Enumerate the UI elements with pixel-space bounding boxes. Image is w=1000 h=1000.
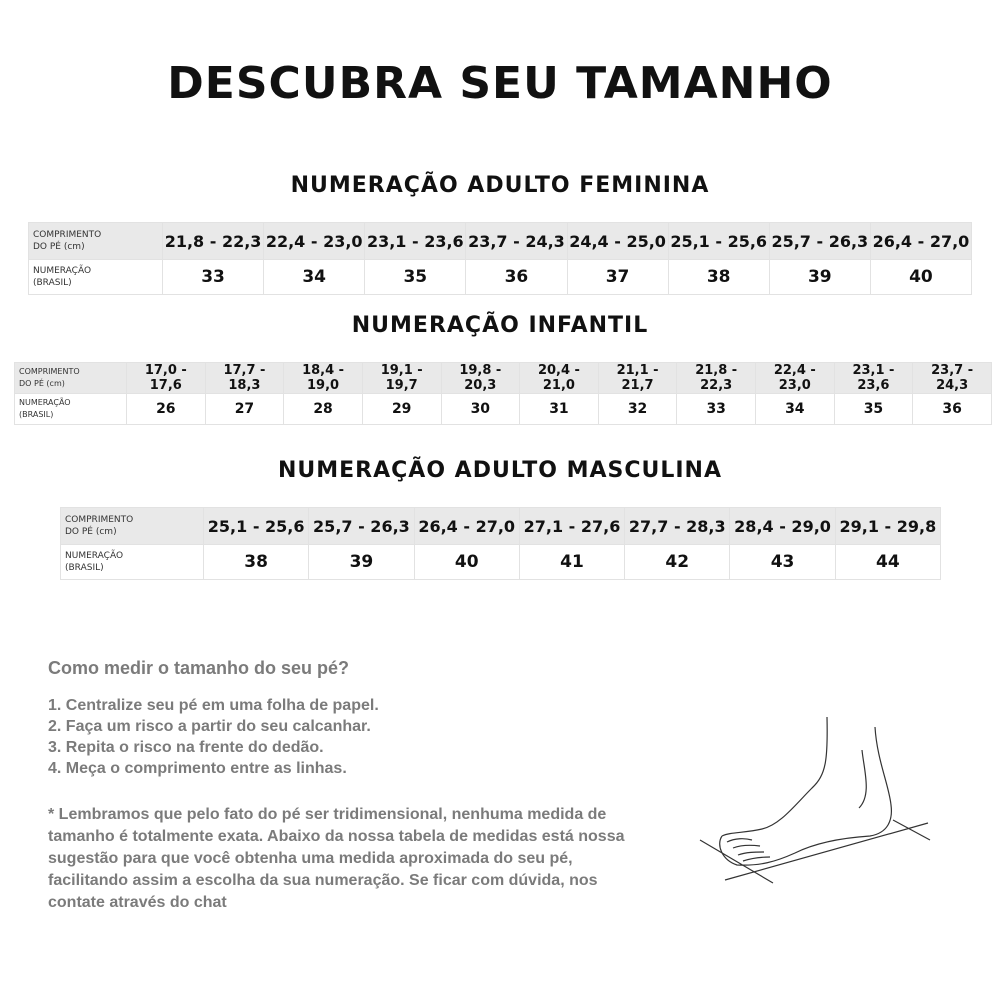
size-table-feminina: COMPRIMENTO DO PÉ (cm) 21,8 - 22,3 22,4 - 2… <box>28 222 973 295</box>
step: 4. Meça o comprimento entre as linhas. <box>48 760 347 777</box>
page-title: DESCUBRA SEU TAMANHO <box>167 58 833 109</box>
size-cell: 41 <box>518 544 626 580</box>
size-cell: 39 <box>768 259 871 295</box>
size-cell: 35 <box>833 393 914 425</box>
length-cell: 22,4 - 23,0 <box>263 222 366 260</box>
howto-heading: Como medir o tamanho do seu pé? <box>48 658 350 678</box>
row-label: COMPRIMENTO DO PÉ (cm) <box>28 222 163 260</box>
howto-steps: 1. Centralize seu pé em uma folha de pap… <box>48 695 379 779</box>
length-cell: 27,1 - 27,6 <box>518 507 626 545</box>
length-cell: 21,8 - 22,3 <box>676 362 756 394</box>
length-cell: 22,4 - 23,0 <box>755 362 835 394</box>
size-cell: 40 <box>413 544 520 580</box>
section-title-feminina: NUMERAÇÃO ADULTO FEMININA <box>290 173 710 198</box>
size-cell: 36 <box>912 393 992 425</box>
length-cell: 29,1 - 29,8 <box>834 507 942 545</box>
row-label: COMPRIMENTO DO PÉ (cm) <box>60 507 204 545</box>
length-cell: 28,4 - 29,0 <box>729 507 836 545</box>
row-label: COMPRIMENTO DO PÉ (cm) <box>14 362 127 394</box>
howto-note: * Lembramos que pelo fato do pé ser trid… <box>48 806 625 911</box>
length-cell: 27,7 - 28,3 <box>624 507 731 545</box>
size-cell: 42 <box>624 544 731 580</box>
length-cell: 23,7 - 24,3 <box>912 362 992 394</box>
size-cell: 31 <box>519 393 599 425</box>
length-cell: 25,7 - 26,3 <box>308 507 415 545</box>
size-cell: 28 <box>283 393 363 425</box>
length-row: COMPRIMENTO DO PÉ (cm) 21,8 - 22,3 22,4 - 2… <box>28 222 973 260</box>
row-label: NUMERAÇÃO (BRASIL) <box>28 259 163 295</box>
length-cell: 20,4 - 21,0 <box>519 362 599 394</box>
section-title-masculina: NUMERAÇÃO ADULTO MASCULINA <box>277 458 722 483</box>
size-row: NUMERAÇÃO (BRASIL) 33 34 35 36 37 38 39 40 <box>28 259 973 295</box>
size-cell: 34 <box>263 259 366 295</box>
section-title-infantil: NUMERAÇÃO INFANTIL <box>351 313 649 338</box>
size-row: NUMERAÇÃO (BRASIL) 26 27 28 29 30 31 32 33 34 35 36 <box>14 393 992 425</box>
length-cell: 23,1 - 23,6 <box>364 222 467 260</box>
step: 2. Faça um risco a partir do seu calcanh… <box>48 718 371 735</box>
size-cell: 38 <box>202 544 310 580</box>
length-cell: 23,1 - 23,6 <box>833 362 914 394</box>
length-cell: 19,1 - 19,7 <box>361 362 442 394</box>
length-cell: 26,4 - 27,0 <box>413 507 520 545</box>
length-row: COMPRIMENTO DO PÉ (cm) 25,1 - 25,6 25,7 - 2… <box>60 507 942 545</box>
size-cell: 30 <box>440 393 521 425</box>
length-cell: 21,1 - 21,7 <box>597 362 678 394</box>
size-table-infantil: COMPRIMENTO DO PÉ (cm) 17,0 - 17,6 17,7 - 1… <box>14 362 992 425</box>
length-cell: 25,1 - 25,6 <box>667 222 770 260</box>
size-cell: 38 <box>667 259 770 295</box>
size-cell: 44 <box>834 544 942 580</box>
size-cell: 27 <box>204 393 285 425</box>
size-cell: 33 <box>676 393 756 425</box>
length-row: COMPRIMENTO DO PÉ (cm) 17,0 - 17,6 17,7 - 1… <box>14 362 992 394</box>
size-row: NUMERAÇÃO (BRASIL) 38 39 40 41 42 43 44 <box>60 544 942 580</box>
length-cell: 18,4 - 19,0 <box>283 362 363 394</box>
step: 1. Centralize seu pé em uma folha de pap… <box>48 697 379 714</box>
size-cell: 35 <box>364 259 467 295</box>
size-cell: 34 <box>755 393 835 425</box>
size-table-masculina: COMPRIMENTO DO PÉ (cm) 25,1 - 25,6 25,7 - 2… <box>60 507 942 580</box>
size-cell: 37 <box>566 259 669 295</box>
row-label: NUMERAÇÃO (BRASIL) <box>14 393 127 425</box>
size-cell: 33 <box>161 259 265 295</box>
length-cell: 17,7 - 18,3 <box>204 362 285 394</box>
row-label: NUMERAÇÃO (BRASIL) <box>60 544 204 580</box>
size-cell: 40 <box>869 259 973 295</box>
length-cell: 24,4 - 25,0 <box>566 222 669 260</box>
size-cell: 43 <box>729 544 836 580</box>
step: 3. Repita o risco na frente do dedão. <box>48 739 324 756</box>
length-cell: 26,4 - 27,0 <box>869 222 973 260</box>
length-cell: 17,0 - 17,6 <box>126 362 206 394</box>
size-cell: 39 <box>308 544 415 580</box>
length-cell: 19,8 - 20,3 <box>440 362 521 394</box>
size-cell: 29 <box>361 393 442 425</box>
length-cell: 25,7 - 26,3 <box>768 222 871 260</box>
size-cell: 32 <box>597 393 678 425</box>
